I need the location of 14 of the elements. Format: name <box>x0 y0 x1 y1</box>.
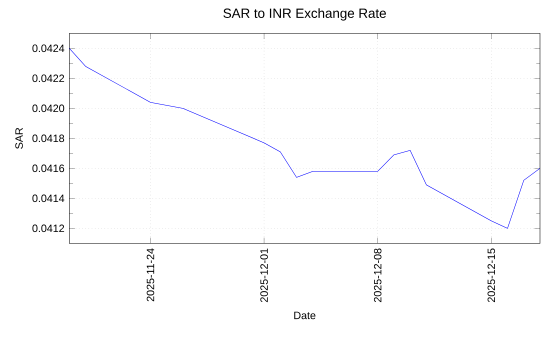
y-tick-label: 0.0416 <box>32 164 64 172</box>
y-tick-label: 0.0424 <box>32 44 64 52</box>
y-axis-title: SAR <box>15 128 23 149</box>
y-tick-label: 0.0412 <box>32 224 64 232</box>
y-tick-label: 0.0422 <box>32 74 64 82</box>
x-tick-label: 2025-12-08 <box>374 248 382 302</box>
y-tick-label: 0.0420 <box>32 104 64 112</box>
chart-title: SAR to INR Exchange Rate <box>223 8 386 21</box>
y-tick-label: 0.0414 <box>32 194 64 202</box>
x-axis-title: Date <box>294 312 316 320</box>
x-tick-label: 2025-12-01 <box>260 248 268 302</box>
y-tick-label: 0.0418 <box>32 134 64 142</box>
x-tick-label: 2025-11-24 <box>146 248 154 302</box>
x-tick-label: 2025-12-15 <box>488 248 496 302</box>
